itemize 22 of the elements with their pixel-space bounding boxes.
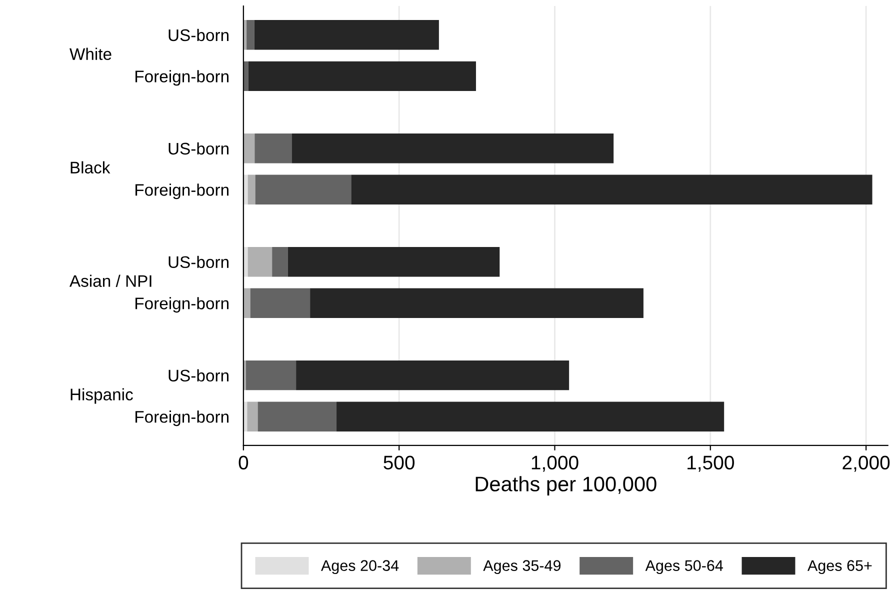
text: Asian / NPI <box>69 274 152 287</box>
text: Black <box>70 161 110 174</box>
y-tick-label: US-born <box>168 142 228 155</box>
y-tick-label: US-born <box>168 28 228 42</box>
x-tick-label: 500 <box>384 456 415 470</box>
legend-label: Ages 20-34 <box>320 560 399 574</box>
y-tick-label: US-born <box>168 369 228 382</box>
legend-label: Ages 35-49 <box>483 560 561 574</box>
y-tick-label: Foreign-born <box>136 70 228 86</box>
y-tick-label: Foreign-born <box>136 297 228 313</box>
y-tick-label: Foreign-born <box>136 184 228 200</box>
text: White <box>70 48 112 60</box>
legend-label: Ages 50-64 <box>645 560 723 574</box>
x-tick-label: 2,000 <box>842 456 890 472</box>
legend-label: Ages 65+ <box>807 560 872 574</box>
x-tick-label: 1,000 <box>532 456 578 472</box>
y-tick-label: US-born <box>168 256 228 268</box>
x-tick-label: 0 <box>238 456 248 470</box>
text: Hispanic <box>70 388 133 404</box>
y-tick-label: Foreign-born <box>136 410 228 426</box>
x-axis-title: Deaths per 100,000 <box>476 476 656 496</box>
x-tick-label: 1,500 <box>688 456 734 472</box>
